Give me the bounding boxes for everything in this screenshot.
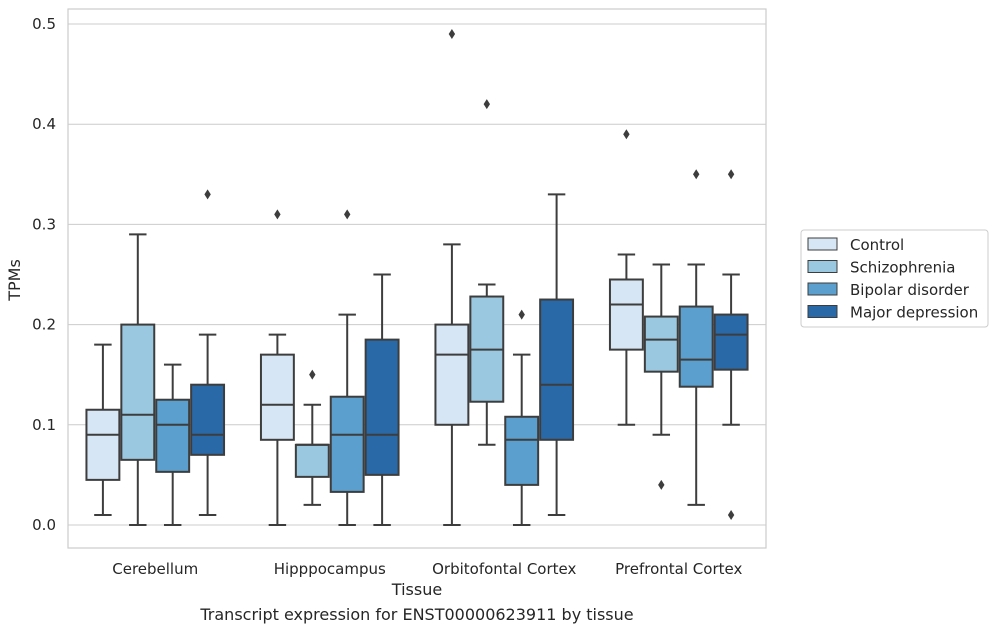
box-body bbox=[504, 415, 540, 486]
outlier-point bbox=[658, 479, 665, 490]
outlier-point bbox=[274, 209, 281, 220]
box-body bbox=[294, 443, 330, 478]
y-axis-label: TPMs bbox=[5, 259, 24, 302]
outlier-point bbox=[727, 509, 735, 520]
box-bipolar-disorder bbox=[329, 209, 365, 526]
box-body bbox=[713, 313, 749, 371]
y-axis-ticks: 0.0 0.1 0.2 0.3 0.4 0.5 bbox=[32, 15, 56, 534]
box-control bbox=[85, 343, 121, 516]
plot-frame bbox=[67, 8, 767, 549]
legend-label: Schizophrenia bbox=[850, 259, 955, 277]
legend-swatch bbox=[807, 282, 838, 296]
box-major-depression bbox=[539, 193, 575, 516]
legend-label: Major depression bbox=[850, 304, 978, 322]
y-tick-label: 0.2 bbox=[32, 316, 56, 334]
box-schizophrenia bbox=[120, 233, 156, 526]
legend-swatch bbox=[807, 305, 838, 318]
outlier-point bbox=[344, 209, 351, 220]
box-bipolar-disorder bbox=[155, 363, 191, 526]
y-tick-label: 0.4 bbox=[32, 115, 56, 133]
y-tick-label: 0.1 bbox=[32, 416, 56, 434]
x-axis-ticks: Cerebellum Hipppocampus Orbitofontal Corte… bbox=[112, 560, 742, 578]
outlier-point bbox=[518, 309, 525, 320]
box-bipolar-disorder bbox=[678, 169, 714, 506]
y-tick-label: 0.5 bbox=[32, 15, 56, 33]
legend: Control Schizophrenia Bipolar disorder Majo… bbox=[800, 229, 989, 328]
box-bipolar-disorder bbox=[504, 309, 540, 526]
box-body bbox=[259, 353, 295, 441]
legend-swatch bbox=[807, 260, 838, 273]
outlier-point bbox=[448, 29, 456, 40]
box-body bbox=[539, 298, 575, 441]
x-tick-label: Prefrontal Cortex bbox=[615, 560, 742, 578]
box-body bbox=[678, 305, 714, 388]
outlier-point bbox=[483, 99, 490, 110]
outlier-point bbox=[623, 129, 630, 140]
x-tick-label: Hipppocampus bbox=[274, 560, 386, 578]
box-body bbox=[608, 278, 644, 351]
box-control bbox=[608, 129, 644, 426]
x-axis-label: Tissue bbox=[391, 580, 442, 599]
box-schizophrenia bbox=[643, 263, 679, 490]
box-body bbox=[643, 315, 679, 373]
legend-label: Bipolar disorder bbox=[850, 281, 970, 299]
outlier-point bbox=[204, 189, 211, 200]
box-schizophrenia bbox=[469, 99, 505, 446]
y-tick-label: 0.3 bbox=[32, 215, 56, 233]
box-body bbox=[329, 395, 365, 493]
box-body bbox=[85, 408, 121, 481]
legend-frame bbox=[800, 229, 989, 328]
box-body bbox=[120, 323, 156, 461]
outlier-point bbox=[309, 369, 316, 380]
chart-caption: Transcript expression for ENST0000062391… bbox=[200, 605, 634, 624]
x-tick-label: Cerebellum bbox=[112, 560, 198, 578]
box-major-depression bbox=[190, 189, 226, 516]
box-control bbox=[259, 209, 295, 526]
box-plots bbox=[85, 29, 749, 526]
legend-label: Control bbox=[850, 236, 904, 254]
box-control bbox=[434, 29, 470, 526]
box-body bbox=[190, 383, 226, 456]
box-schizophrenia bbox=[294, 369, 330, 506]
box-body bbox=[434, 323, 470, 426]
box-major-depression bbox=[364, 273, 400, 526]
box-body bbox=[364, 338, 400, 476]
outlier-point bbox=[727, 169, 735, 180]
legend-swatch bbox=[807, 237, 838, 251]
y-tick-label: 0.0 bbox=[32, 516, 56, 534]
box-body bbox=[155, 398, 191, 473]
x-tick-label: Orbitofontal Cortex bbox=[432, 560, 576, 578]
box-major-depression bbox=[713, 169, 749, 520]
outlier-point bbox=[693, 169, 700, 180]
